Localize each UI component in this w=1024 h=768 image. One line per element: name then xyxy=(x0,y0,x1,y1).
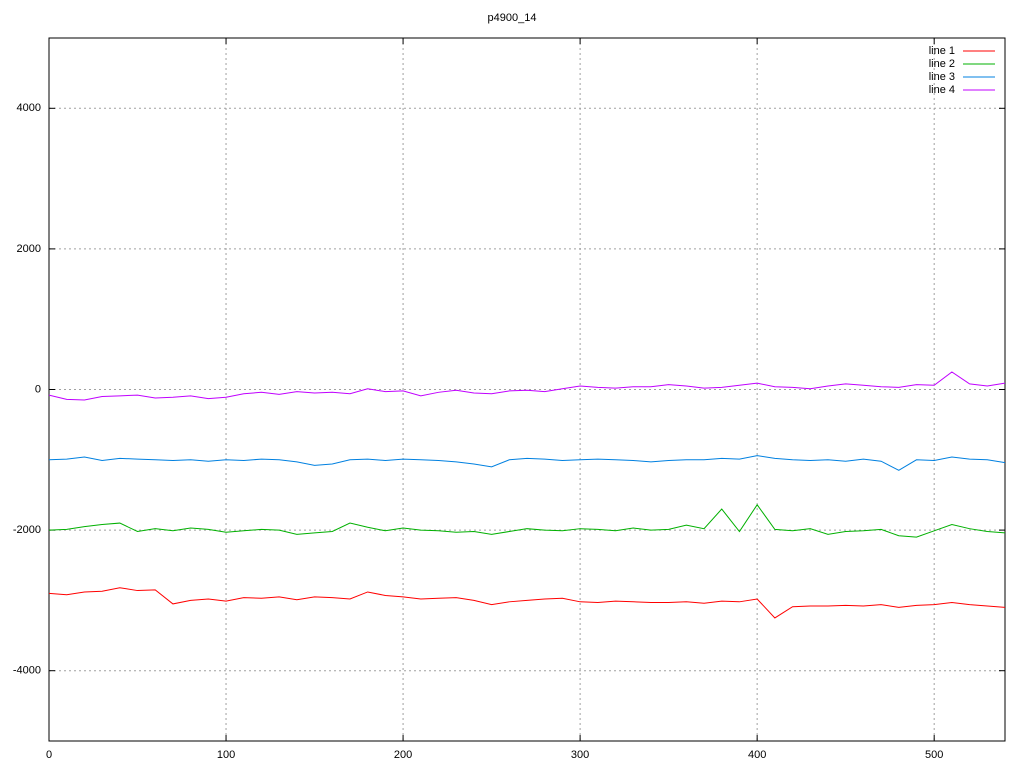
x-tick-label: 100 xyxy=(217,749,235,761)
y-tick-label: -4000 xyxy=(13,665,41,677)
legend-label: line 4 xyxy=(929,84,955,96)
x-tick-label: 500 xyxy=(925,749,943,761)
chart-title: p4900_14 xyxy=(488,12,537,24)
x-tick-label: 200 xyxy=(394,749,412,761)
series-line xyxy=(48,503,1006,538)
legend-label: line 3 xyxy=(929,71,955,83)
x-tick-label: 400 xyxy=(748,749,766,761)
y-tick-label: 2000 xyxy=(17,243,41,255)
x-tick-label: 0 xyxy=(46,749,52,761)
series-line xyxy=(48,455,1006,471)
x-tick-label: 300 xyxy=(571,749,589,761)
legend-label: line 2 xyxy=(929,58,955,70)
plot-frame xyxy=(48,37,1006,742)
y-tick-label: 0 xyxy=(35,383,41,395)
y-tick-label: -2000 xyxy=(13,524,41,536)
series-line xyxy=(48,587,1006,619)
series-line xyxy=(48,371,1006,401)
y-tick-label: 4000 xyxy=(17,102,41,114)
legend-label: line 1 xyxy=(929,45,955,57)
